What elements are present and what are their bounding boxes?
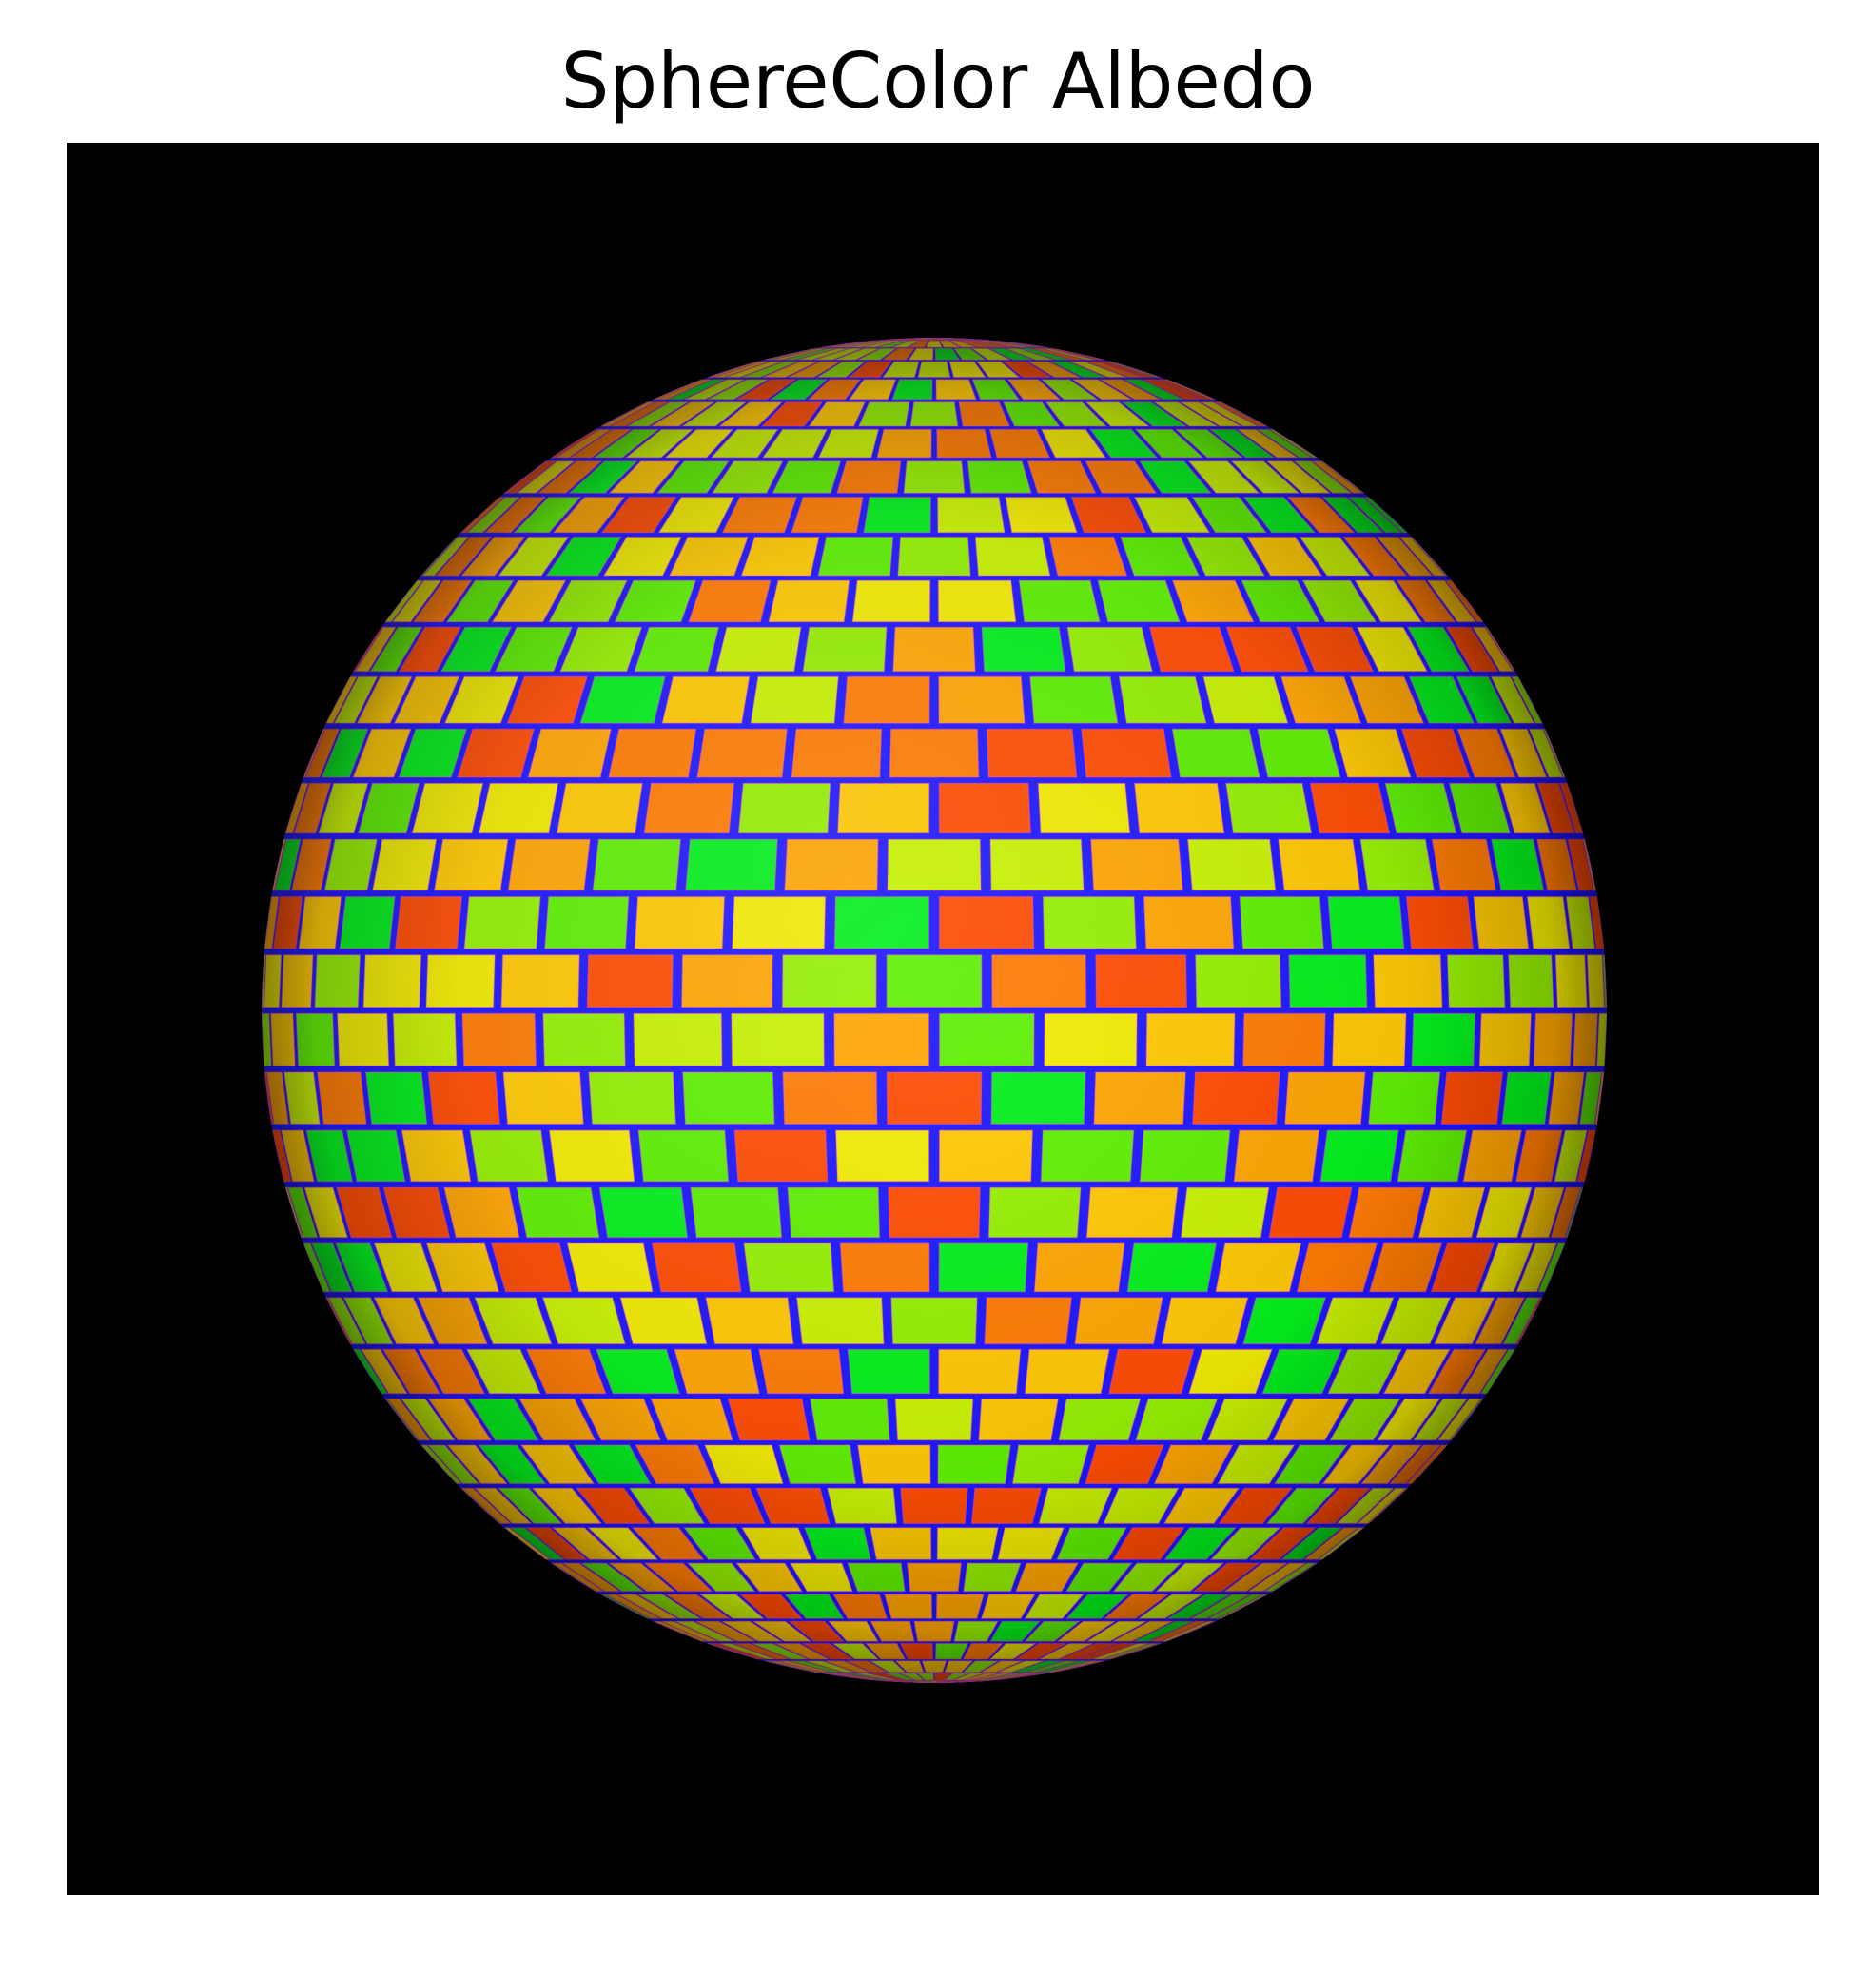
sphere-render	[67, 143, 1819, 1895]
figure-title: SphereColor Albedo	[560, 37, 1316, 126]
render-panel	[67, 143, 1819, 1895]
sphere-highlight	[262, 338, 1607, 1683]
sphere	[262, 338, 1607, 1683]
